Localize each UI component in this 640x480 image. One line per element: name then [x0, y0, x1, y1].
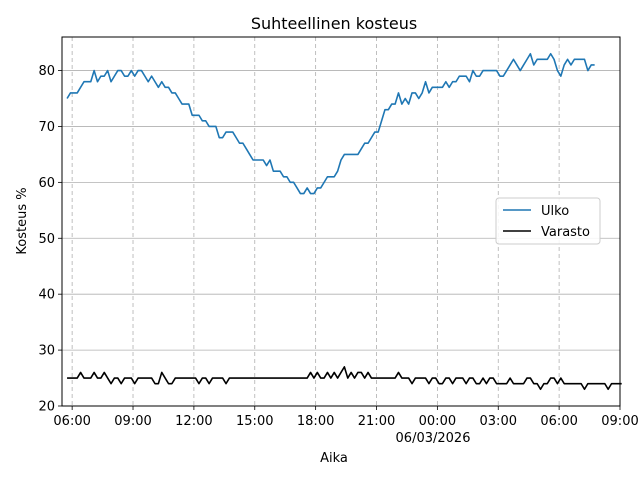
x-tick-label: 06:00 — [540, 414, 577, 429]
axis-ticks: 20 30 40 50 60 70 80 06:00 09:00 12:00 15:00 18:00 2… — [38, 64, 638, 429]
x-tick-label: 18:00 — [297, 414, 334, 429]
legend-label-varasto: Varasto — [541, 225, 590, 240]
series-lines — [66, 52, 622, 391]
y-axis-label: Kosteus % — [15, 187, 30, 254]
x-tick-label: 12:00 — [175, 414, 212, 429]
y-tick-label: 20 — [38, 400, 55, 415]
chart-title: Suhteellinen kosteus — [251, 14, 417, 33]
x-tick-label: 21:00 — [358, 414, 395, 429]
x-tick-label: 09:00 — [114, 414, 151, 429]
legend-label-ulko: Ulko — [541, 204, 569, 219]
y-tick-label: 30 — [38, 344, 55, 359]
series-line-varasto — [67, 366, 622, 391]
x-tick-label: 03:00 — [480, 414, 517, 429]
plot-frame — [61, 36, 621, 407]
y-tick-label: 40 — [38, 288, 55, 303]
x-axis-label: Aika — [320, 451, 348, 466]
x-tick-label: 15:00 — [236, 414, 273, 429]
x-tick-label: 06:00 — [53, 414, 90, 429]
y-tick-label: 80 — [38, 64, 55, 79]
x-axis-date-label: 06/03/2026 — [396, 431, 471, 446]
y-tick-label: 60 — [38, 176, 55, 191]
x-tick-label: 00:00 — [419, 414, 456, 429]
y-tick-label: 70 — [38, 120, 55, 135]
series-line-ulko — [66, 52, 595, 195]
y-tick-label: 50 — [38, 232, 55, 247]
legend: Ulko Varasto — [495, 197, 601, 245]
x-tick-label: 09:00 — [601, 414, 638, 429]
